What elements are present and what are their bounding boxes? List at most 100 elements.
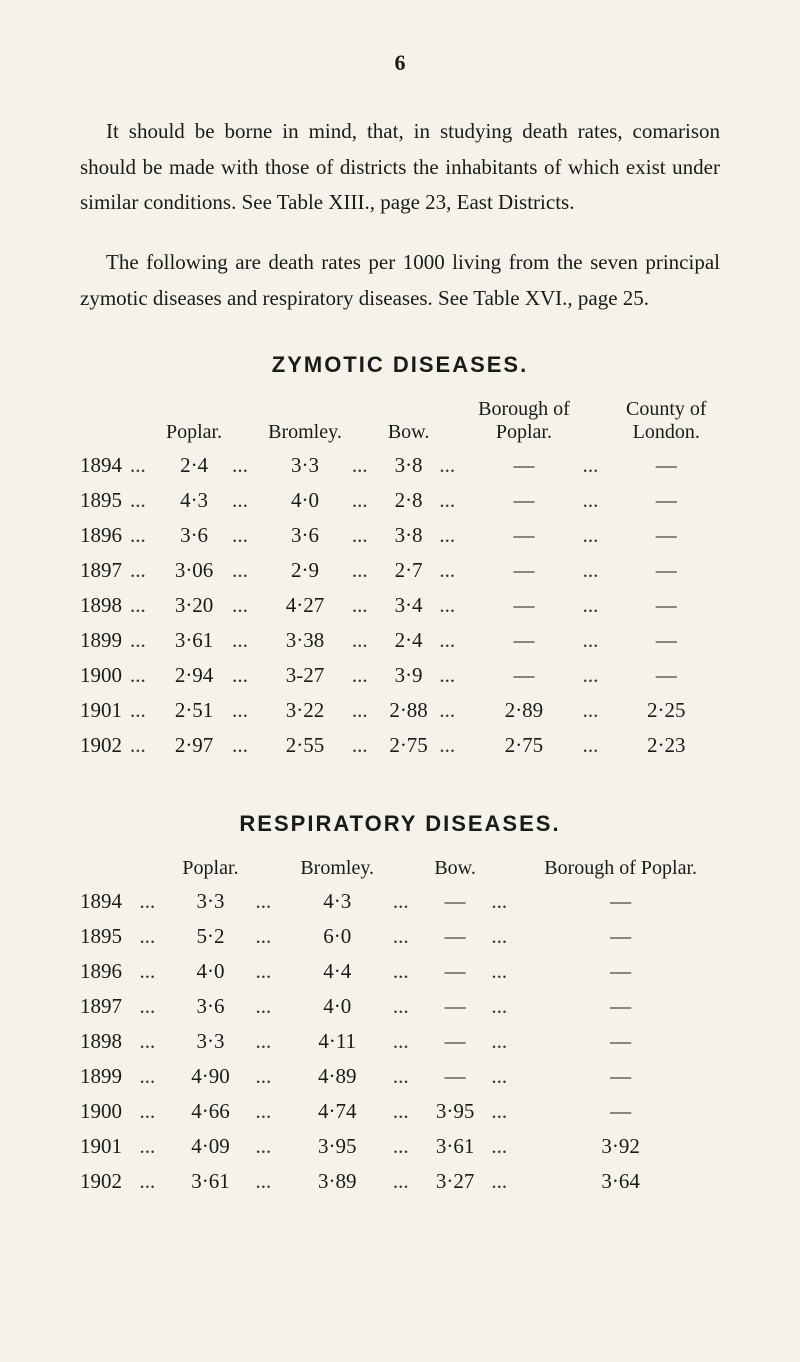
- cell-bromley: 4·0: [286, 989, 389, 1024]
- cell-year: 1894: [80, 448, 126, 483]
- cell-borough: —: [469, 483, 578, 518]
- dots: ...: [252, 1059, 286, 1094]
- dots: ...: [348, 553, 382, 588]
- cell-borough: 3·64: [521, 1164, 720, 1199]
- dots: ...: [389, 1024, 423, 1059]
- dots: ...: [579, 588, 613, 623]
- zymotic-col-bow: Bow.: [382, 394, 435, 448]
- cell-bromley: 3-27: [262, 658, 348, 693]
- cell-poplar: 4·09: [169, 1129, 251, 1164]
- dots: ...: [389, 1164, 423, 1199]
- cell-poplar: 4·0: [169, 954, 251, 989]
- dots: ...: [348, 448, 382, 483]
- dots: ...: [435, 518, 469, 553]
- cell-county: —: [613, 553, 720, 588]
- cell-year: 1895: [80, 483, 126, 518]
- dots: ...: [135, 1129, 169, 1164]
- cell-bow: —: [423, 884, 487, 919]
- dots: ...: [487, 1094, 521, 1129]
- dots: ...: [348, 518, 382, 553]
- cell-borough: 2·75: [469, 728, 578, 763]
- dots: ...: [126, 623, 160, 658]
- dots: ...: [135, 919, 169, 954]
- cell-poplar: 2·51: [160, 693, 228, 728]
- dots: ...: [348, 658, 382, 693]
- dots: ...: [435, 483, 469, 518]
- dots: ...: [252, 989, 286, 1024]
- cell-poplar: 2·4: [160, 448, 228, 483]
- dots: ...: [487, 884, 521, 919]
- dots: ...: [579, 448, 613, 483]
- cell-bow: 3·27: [423, 1164, 487, 1199]
- dots: ...: [135, 1059, 169, 1094]
- dots: ...: [228, 728, 262, 763]
- cell-borough: —: [521, 884, 720, 919]
- table-row: 1902...2·97...2·55...2·75...2·75...2·23: [80, 728, 720, 763]
- cell-year: 1900: [80, 1094, 135, 1129]
- dots: ...: [348, 483, 382, 518]
- dots: ...: [487, 1059, 521, 1094]
- respiratory-col-bromley: Bromley.: [286, 853, 389, 884]
- dots: ...: [389, 989, 423, 1024]
- dots: ...: [487, 954, 521, 989]
- cell-bow: —: [423, 1059, 487, 1094]
- dots: ...: [579, 518, 613, 553]
- dots: ...: [389, 1129, 423, 1164]
- zymotic-table-body: 1894...2·4...3·3...3·8...—...—1895...4·3…: [80, 448, 720, 763]
- respiratory-header-row: Poplar. Bromley. Bow. Borough of Poplar.: [80, 853, 720, 884]
- cell-bow: 2·88: [382, 693, 435, 728]
- cell-year: 1897: [80, 989, 135, 1024]
- cell-bow: 3·4: [382, 588, 435, 623]
- cell-bromley: 4·3: [286, 884, 389, 919]
- cell-borough: —: [521, 1059, 720, 1094]
- cell-bow: —: [423, 989, 487, 1024]
- cell-bow: 2·4: [382, 623, 435, 658]
- cell-borough: —: [469, 553, 578, 588]
- respiratory-table-body: 1894...3·3...4·3...—...—1895...5·2...6·0…: [80, 884, 720, 1199]
- dots: ...: [389, 884, 423, 919]
- dots: ...: [579, 483, 613, 518]
- cell-borough: —: [469, 623, 578, 658]
- cell-poplar: 4·90: [169, 1059, 251, 1094]
- intro-paragraph-1: It should be borne in mind, that, in stu…: [80, 114, 720, 221]
- cell-poplar: 3·3: [169, 1024, 251, 1059]
- table-row: 1899...3·61...3·38...2·4...—...—: [80, 623, 720, 658]
- dots: ...: [487, 989, 521, 1024]
- table-row: 1896...4·0...4·4...—...—: [80, 954, 720, 989]
- dots: ...: [435, 693, 469, 728]
- dots: ...: [435, 623, 469, 658]
- cell-borough: —: [521, 954, 720, 989]
- dots: ...: [348, 588, 382, 623]
- respiratory-title: RESPIRATORY DISEASES.: [80, 811, 720, 837]
- cell-county: —: [613, 658, 720, 693]
- cell-county: —: [613, 623, 720, 658]
- table-row: 1894...3·3...4·3...—...—: [80, 884, 720, 919]
- zymotic-col-county: County of London.: [613, 394, 720, 448]
- dots: ...: [126, 483, 160, 518]
- dots: ...: [135, 954, 169, 989]
- dots: ...: [389, 954, 423, 989]
- table-row: 1896...3·6...3·6...3·8...—...—: [80, 518, 720, 553]
- dots: ...: [126, 588, 160, 623]
- cell-bromley: 2·9: [262, 553, 348, 588]
- cell-year: 1898: [80, 588, 126, 623]
- cell-borough: 2·89: [469, 693, 578, 728]
- zymotic-table-head: Poplar. Bromley. Bow. Borough of Poplar.…: [80, 394, 720, 448]
- cell-borough: —: [469, 448, 578, 483]
- dots: ...: [135, 884, 169, 919]
- dots: ...: [435, 553, 469, 588]
- zymotic-table: Poplar. Bromley. Bow. Borough of Poplar.…: [80, 394, 720, 763]
- table-row: 1899...4·90...4·89...—...—: [80, 1059, 720, 1094]
- table-row: 1900...2·94...3-27...3·9...—...—: [80, 658, 720, 693]
- cell-poplar: 2·97: [160, 728, 228, 763]
- dots: ...: [389, 919, 423, 954]
- cell-bromley: 3·38: [262, 623, 348, 658]
- cell-bromley: 2·55: [262, 728, 348, 763]
- table-row: 1901...4·09...3·95...3·61...3·92: [80, 1129, 720, 1164]
- table-row: 1895...5·2...6·0...—...—: [80, 919, 720, 954]
- cell-bromley: 4·74: [286, 1094, 389, 1129]
- cell-bromley: 3·89: [286, 1164, 389, 1199]
- dots: ...: [252, 1129, 286, 1164]
- respiratory-table-head: Poplar. Bromley. Bow. Borough of Poplar.: [80, 853, 720, 884]
- zymotic-header-row: Poplar. Bromley. Bow. Borough of Poplar.…: [80, 394, 720, 448]
